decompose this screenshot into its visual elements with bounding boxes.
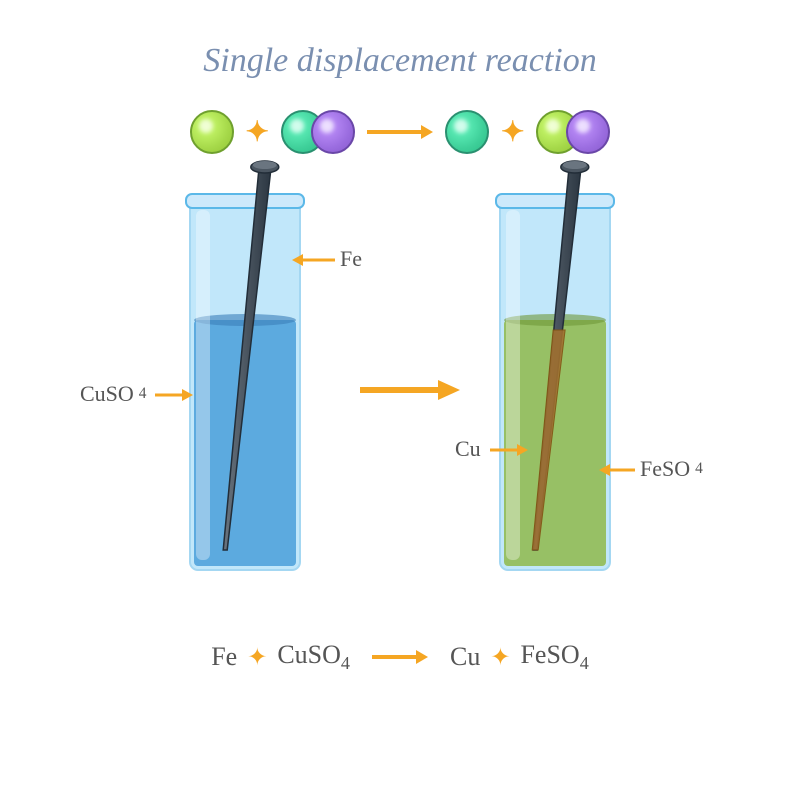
equation-term: FeSO4 (520, 640, 588, 674)
plus-icon: ✦ (490, 643, 510, 672)
label-cuso4: CuSO4 (80, 381, 147, 407)
label-feso4: FeSO4 (640, 456, 703, 482)
plus-icon: ✦ (247, 643, 267, 672)
equation-term: Cu (450, 642, 480, 672)
arrow-icon (370, 647, 430, 667)
equation-term: Fe (211, 642, 237, 672)
equation-term: CuSO4 (277, 640, 350, 674)
label-cu: Cu (455, 436, 481, 462)
label-fe: Fe (340, 246, 362, 272)
chemical-equation: Fe ✦ CuSO4 Cu ✦ FeSO4 (0, 640, 800, 674)
